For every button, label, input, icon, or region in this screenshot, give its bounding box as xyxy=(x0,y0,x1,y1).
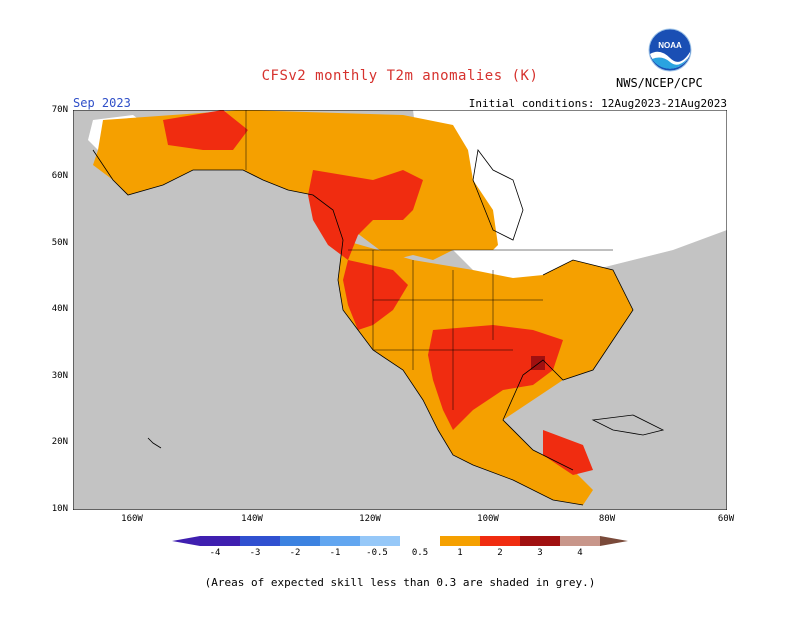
lon-label-100w: 100W xyxy=(477,514,499,524)
lon-label-140w: 140W xyxy=(241,514,263,524)
legend-tick: 2 xyxy=(497,548,503,558)
lon-label-160w: 160W xyxy=(121,514,143,524)
legend-tick: 0.5 xyxy=(411,548,429,558)
white-land-central xyxy=(453,250,573,278)
legend-tick: -1 xyxy=(329,548,341,558)
lat-label-10n: 10N xyxy=(51,504,68,514)
lon-label-120w: 120W xyxy=(359,514,381,524)
legend-tick: 4 xyxy=(577,548,583,558)
lat-label-20n: 20N xyxy=(51,437,68,447)
legend-swatch xyxy=(400,536,440,546)
anomaly-red-mexico xyxy=(543,430,593,475)
legend-tick: -2 xyxy=(289,548,301,558)
political-borders xyxy=(245,110,613,410)
lon-label-60w: 60W xyxy=(717,514,735,524)
skill-note: (Areas of expected skill less than 0.3 a… xyxy=(204,576,596,589)
coastlines xyxy=(92,149,665,506)
legend-tick: -0.5 xyxy=(366,548,388,558)
logo-text: NOAA xyxy=(658,41,682,50)
legend-swatch xyxy=(320,536,360,546)
legend-swatch xyxy=(280,536,320,546)
map-title: CFSv2 monthly T2m anomalies (K) xyxy=(261,68,539,84)
anomaly-red-canada xyxy=(308,170,423,260)
legend-swatch xyxy=(200,536,240,546)
lat-label-30n: 30N xyxy=(51,371,68,381)
legend-swatch xyxy=(360,536,400,546)
legend-tick: -3 xyxy=(249,548,261,558)
lat-label-40n: 40N xyxy=(51,304,68,314)
lat-label-70n: 70N xyxy=(51,105,68,115)
anomaly-map xyxy=(73,110,727,510)
anomaly-red-alaska xyxy=(163,110,248,150)
anomaly-red-west-us xyxy=(343,260,408,330)
legend-swatch xyxy=(480,536,520,546)
legend-tick: 3 xyxy=(537,548,543,558)
color-legend xyxy=(172,536,628,546)
forecast-month: Sep 2023 xyxy=(73,96,131,110)
anomaly-red-south-us xyxy=(428,325,563,430)
lat-label-50n: 50N xyxy=(51,238,68,248)
legend-swatch xyxy=(240,536,280,546)
lon-label-80w: 80W xyxy=(598,514,616,524)
legend-tick: -4 xyxy=(209,548,221,558)
agency-label: NWS/NCEP/CPC xyxy=(616,76,703,90)
legend-swatch xyxy=(520,536,560,546)
legend-arrow-right xyxy=(600,536,628,546)
legend-tick: 1 xyxy=(457,548,463,558)
legend-swatch xyxy=(560,536,600,546)
noaa-logo: NOAA xyxy=(648,28,692,72)
legend-swatch xyxy=(440,536,480,546)
legend-arrow-left xyxy=(172,536,200,546)
initial-conditions: Initial conditions: 12Aug2023-21Aug2023 xyxy=(468,97,727,110)
lat-label-60n: 60N xyxy=(51,171,68,181)
